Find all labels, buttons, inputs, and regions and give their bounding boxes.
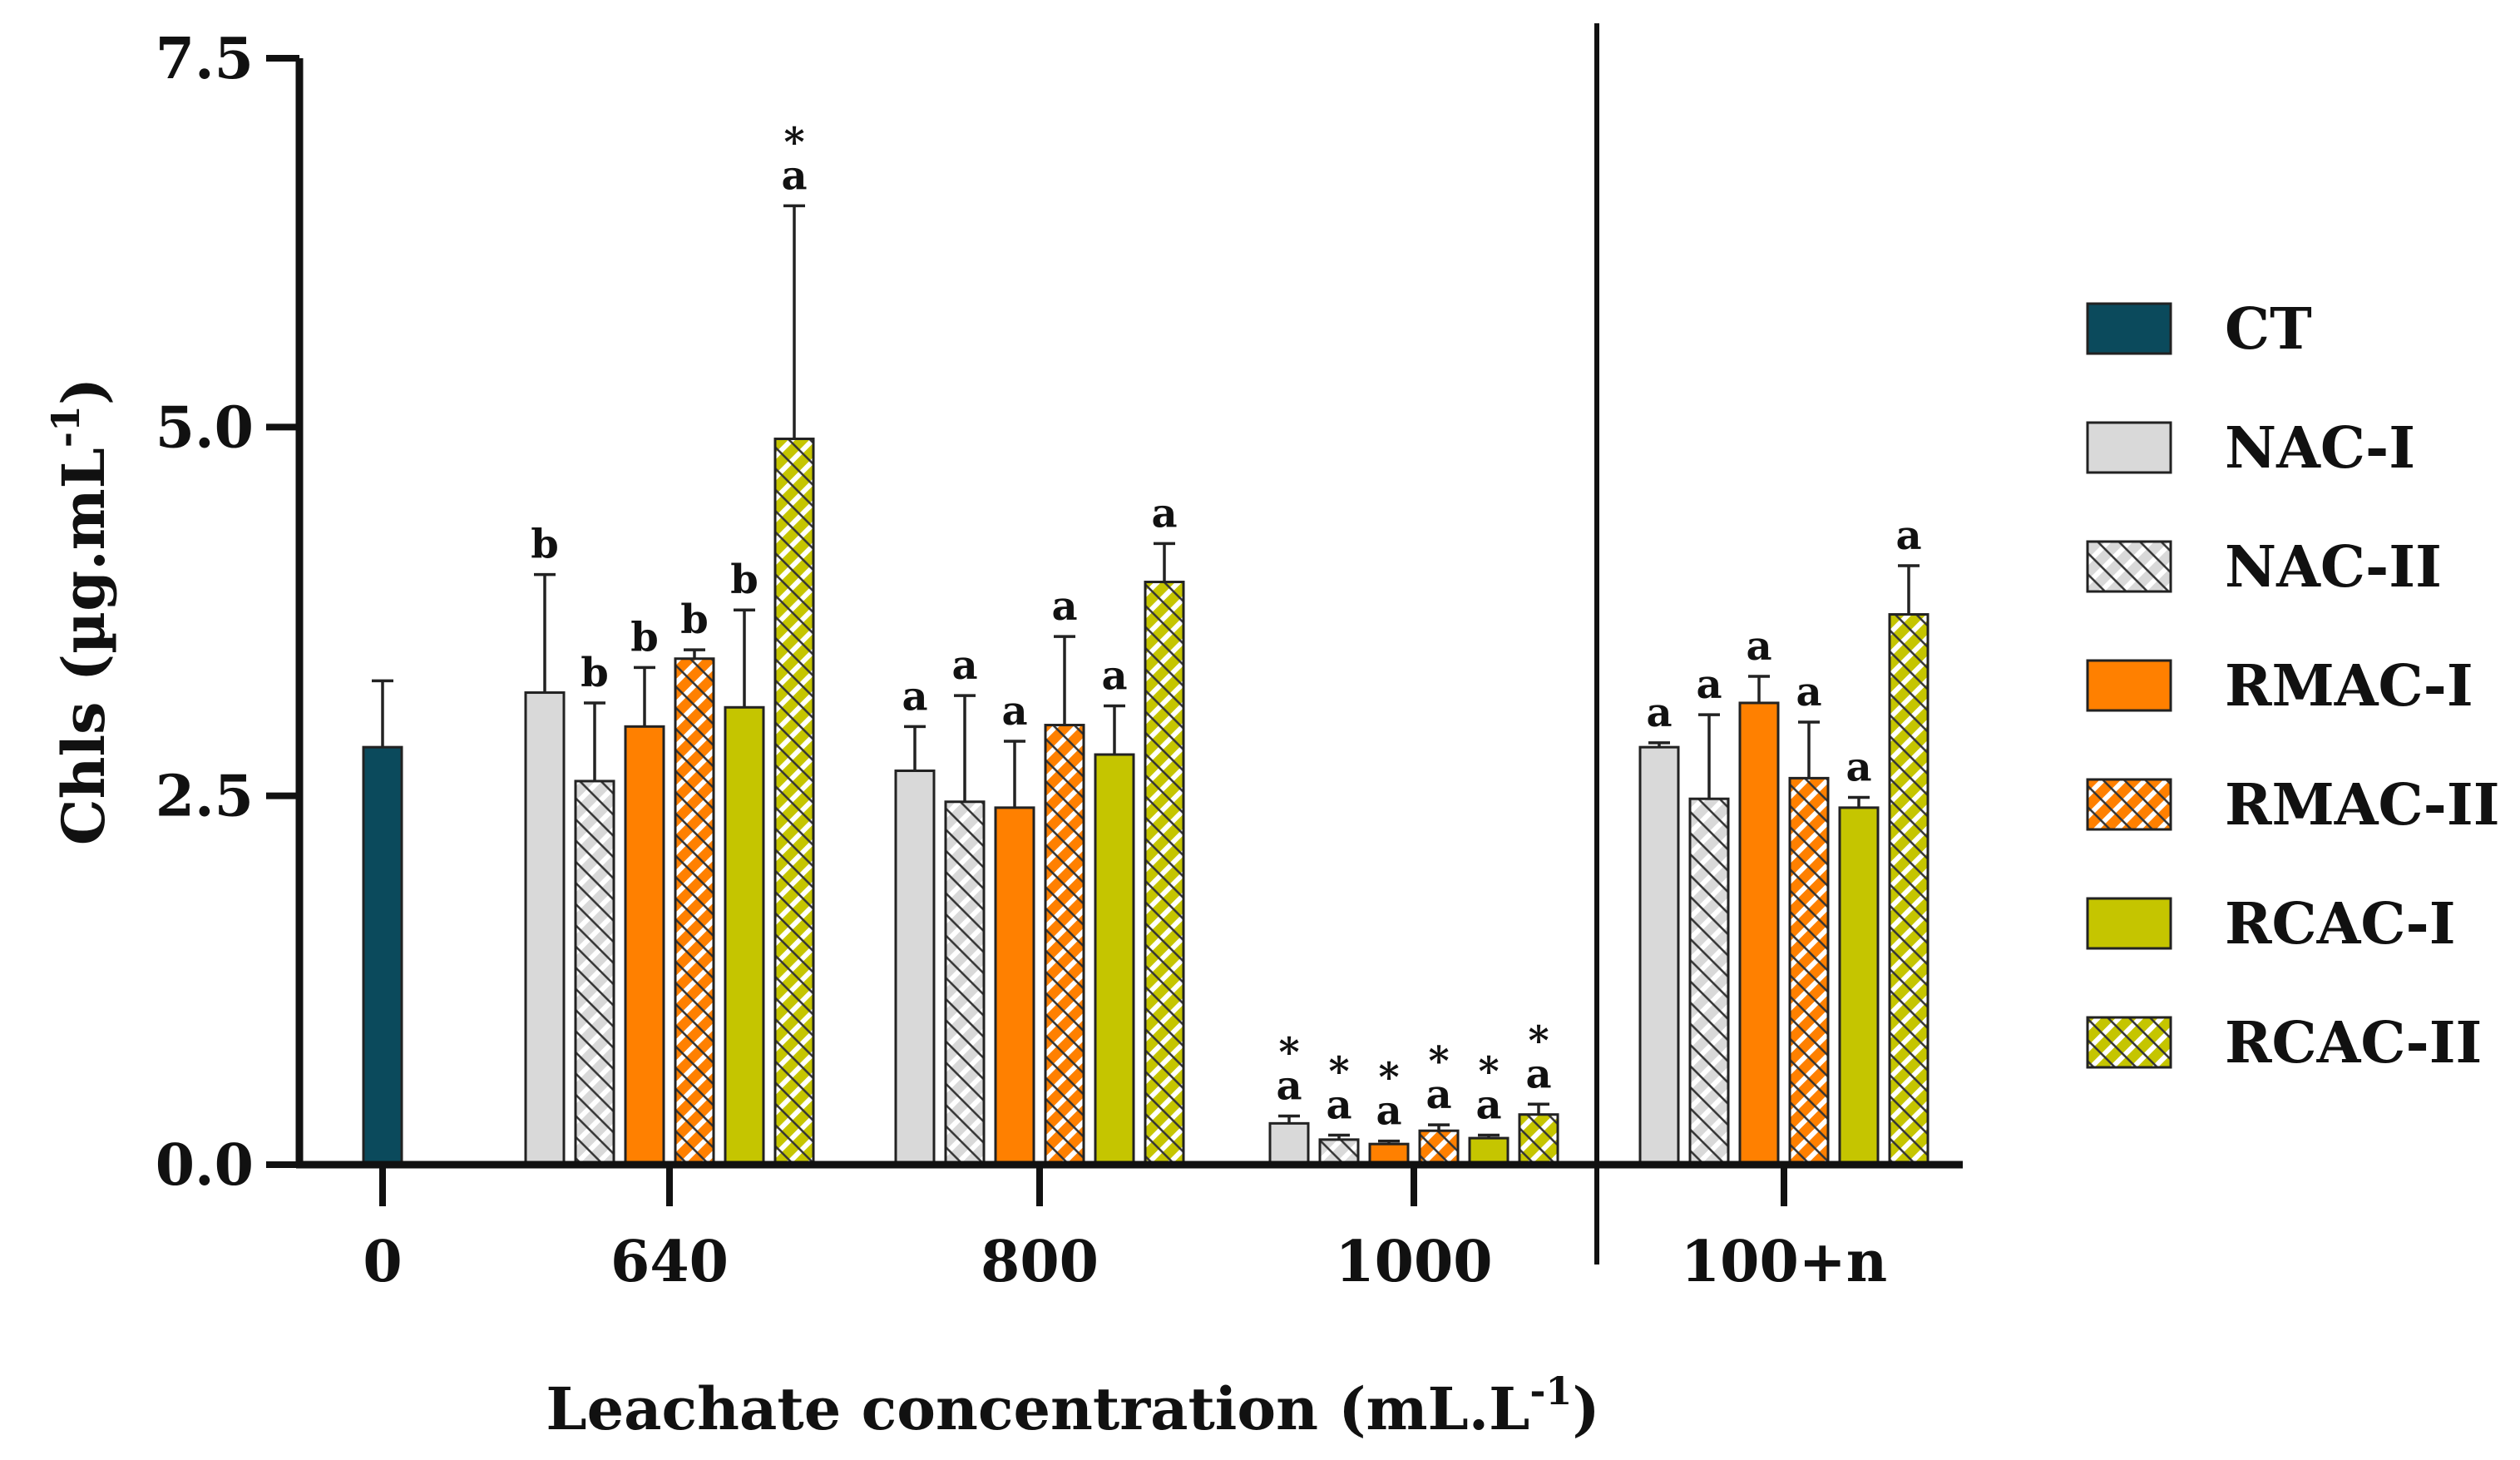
- sig-label-nac-i-800: a: [902, 673, 927, 720]
- sig-label-rcac-ii-800: a: [1151, 490, 1177, 537]
- sig-label-rmac-ii-800: a: [1051, 583, 1077, 630]
- bar-rcac-i-100-n: [1838, 806, 1880, 1166]
- sig-label-nac-ii-1000: a: [1326, 1082, 1351, 1129]
- sig-label-rcac-ii-1000: *: [1528, 1017, 1549, 1064]
- sig-label-nac-i-1000: a: [1276, 1062, 1302, 1109]
- bar-nac-ii-640: [574, 779, 615, 1166]
- bar-rcac-i-640: [724, 705, 765, 1166]
- sig-label-rmac-i-1000: a: [1376, 1088, 1401, 1135]
- bar-rcac-i-1000: [1468, 1136, 1510, 1166]
- bar-rmac-ii-800: [1044, 724, 1085, 1166]
- sig-label-nac-ii-800: a: [951, 642, 977, 689]
- bar-rmac-i-800: [994, 806, 1035, 1166]
- y-tick-label-1: 2.5: [156, 764, 254, 830]
- bar-nac-i-100-n: [1638, 745, 1680, 1166]
- bar-rmac-ii-640: [674, 657, 715, 1166]
- sig-label-nac-i-100-n: a: [1646, 690, 1672, 736]
- sig-label-nac-i-1000: *: [1278, 1029, 1299, 1076]
- legend-label-nac-ii: NAC-II: [2225, 534, 2442, 601]
- y-axis-title: Chls (µg.mL-1): [43, 378, 118, 845]
- y-tick-label-2: 5.0: [156, 394, 254, 461]
- sig-label-rcac-i-100-n: a: [1846, 744, 1871, 790]
- axes-layer: 0.0 2.5 5.0 7.5 0 640 800 1000 100+n Leachate con…: [43, 23, 1963, 1443]
- legend-label-rmac-i: RMAC-I: [2225, 653, 2473, 720]
- bar-rcac-ii-640: [773, 438, 815, 1166]
- sig-label-rmac-i-640: b: [630, 614, 659, 661]
- sig-label-nac-ii-640: b: [581, 650, 609, 696]
- sig-label-nac-ii-100-n: a: [1696, 661, 1722, 708]
- legend-swatch-nac-ii: [2086, 540, 2172, 593]
- legend-label-ct: CT: [2225, 296, 2312, 363]
- legend-label-rcac-ii: RCAC-II: [2225, 1010, 2482, 1076]
- legend-label-rcac-i: RCAC-I: [2225, 891, 2456, 958]
- x-tick-label-100-n: 100+n: [1681, 1229, 1887, 1295]
- bar-nac-ii-800: [944, 800, 986, 1166]
- sig-label-rmac-ii-640: b: [680, 596, 709, 643]
- legend: CT NAC-I NAC-II RMAC-I RMAC-II RCAC-I RCAC-II: [2086, 296, 2500, 1076]
- x-tick-label-1000: 1000: [1335, 1229, 1492, 1295]
- bar-rmac-i-640: [624, 725, 665, 1166]
- sig-label-rmac-i-800: a: [1001, 688, 1027, 735]
- bar-ct-0: [362, 745, 403, 1166]
- bar-rcac-ii-1000: [1518, 1113, 1559, 1166]
- sig-label-rcac-i-1000: *: [1478, 1049, 1499, 1096]
- bar-rcac-ii-100-n: [1888, 613, 1930, 1166]
- legend-label-nac-i: NAC-I: [2225, 415, 2415, 482]
- bar-nac-ii-100-n: [1688, 797, 1730, 1166]
- bar-nac-i-640: [524, 691, 566, 1166]
- sig-label-nac-ii-1000: *: [1328, 1049, 1349, 1096]
- sig-label-nac-i-640: b: [531, 522, 559, 568]
- sig-label-rcac-ii-640: a: [781, 152, 807, 199]
- y-tick-label-3: 7.5: [156, 26, 254, 92]
- bar-nac-i-1000: [1268, 1121, 1310, 1166]
- sig-label-rmac-ii-100-n: a: [1796, 669, 1821, 715]
- sig-label-rcac-ii-1000: a: [1525, 1051, 1551, 1097]
- legend-label-rmac-ii: RMAC-II: [2225, 772, 2500, 839]
- bar-nac-ii-1000: [1318, 1138, 1360, 1166]
- sig-label-rcac-ii-100-n: a: [1895, 512, 1921, 559]
- sig-label-rcac-i-1000: a: [1475, 1082, 1501, 1129]
- x-axis-title: Leachate concentration (mL.L-1): [546, 1368, 1599, 1443]
- x-tick-label-0: 0: [363, 1229, 402, 1295]
- legend-swatch-rmac-i: [2086, 659, 2172, 712]
- bar-rmac-i-100-n: [1738, 701, 1780, 1166]
- bar-nac-i-800: [894, 770, 936, 1166]
- sig-label-rcac-i-640: b: [730, 557, 758, 603]
- legend-swatch-rmac-ii: [2086, 778, 2172, 831]
- bar-rcac-i-800: [1094, 753, 1135, 1166]
- y-tick-label-0: 0.0: [156, 1132, 254, 1199]
- sig-label-rmac-ii-1000: a: [1426, 1071, 1451, 1118]
- sig-label-rcac-ii-640: *: [783, 119, 804, 166]
- x-tick-label-800: 800: [981, 1229, 1099, 1295]
- legend-swatch-rcac-i: [2086, 897, 2172, 950]
- sig-label-rmac-i-1000: *: [1378, 1055, 1399, 1101]
- sig-label-rmac-ii-1000: *: [1428, 1038, 1449, 1085]
- bar-rcac-ii-800: [1144, 581, 1185, 1166]
- bar-rmac-ii-100-n: [1788, 776, 1830, 1166]
- legend-swatch-rcac-ii: [2086, 1016, 2172, 1069]
- bar-rmac-ii-1000: [1418, 1129, 1460, 1166]
- x-tick-label-640: 640: [610, 1229, 729, 1295]
- sig-label-rmac-i-100-n: a: [1746, 623, 1771, 670]
- legend-swatch-ct: [2086, 302, 2172, 355]
- bars-layer: [362, 204, 1930, 1166]
- sig-label-rcac-i-800: a: [1101, 652, 1127, 699]
- legend-swatch-nac-i: [2086, 421, 2172, 474]
